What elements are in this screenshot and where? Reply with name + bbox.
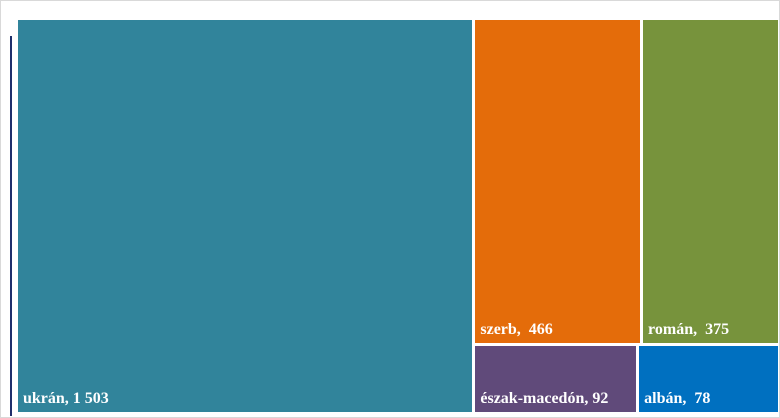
tile-label: román, 375	[648, 321, 730, 339]
tile: észak-macedón, 92	[475, 346, 637, 412]
tile-label: észak-macedón, 92	[480, 389, 609, 407]
tile-label: albán, 78	[644, 389, 711, 407]
tile: albán, 78	[639, 346, 778, 412]
treemap: ukrán, 1 503 szerb, 466 román, 375 észak-ma…	[18, 20, 778, 412]
tile-label: szerb, 466	[480, 321, 553, 339]
edge	[10, 36, 12, 416]
tile: román, 375	[643, 20, 778, 344]
tile: ukrán, 1 503	[18, 20, 473, 412]
tile: szerb, 466	[475, 20, 641, 344]
tile-label: ukrán, 1 503	[23, 390, 109, 407]
